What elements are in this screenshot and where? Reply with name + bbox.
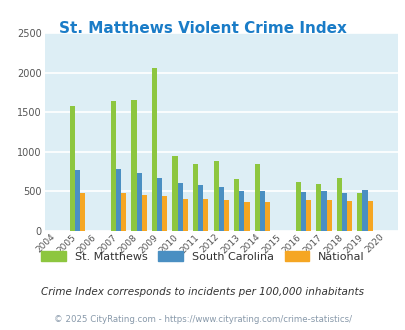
Bar — [131, 100, 136, 231]
Bar — [362, 190, 367, 231]
Bar — [305, 200, 310, 231]
Bar — [198, 185, 203, 231]
Bar — [116, 169, 121, 231]
Bar — [157, 178, 162, 231]
Bar — [336, 178, 341, 231]
Bar — [315, 184, 321, 231]
Bar — [254, 164, 259, 231]
Bar — [192, 164, 198, 231]
Bar — [151, 68, 157, 231]
Text: St. Matthews Violent Crime Index: St. Matthews Violent Crime Index — [59, 21, 346, 36]
Bar — [80, 193, 85, 231]
Bar — [234, 179, 239, 231]
Bar — [177, 183, 182, 231]
Bar — [203, 199, 208, 231]
Bar — [346, 201, 351, 231]
Bar — [223, 200, 228, 231]
Bar — [218, 187, 223, 231]
Bar — [136, 173, 141, 231]
Bar — [244, 202, 249, 231]
Bar — [162, 196, 167, 231]
Bar — [295, 182, 300, 231]
Bar — [239, 191, 244, 231]
Bar — [341, 193, 346, 231]
Bar — [264, 202, 269, 231]
Bar — [321, 191, 326, 231]
Bar — [356, 193, 362, 231]
Legend: St. Matthews, South Carolina, National: St. Matthews, South Carolina, National — [37, 247, 368, 267]
Bar — [111, 101, 116, 231]
Bar — [172, 156, 177, 231]
Bar — [75, 170, 80, 231]
Text: © 2025 CityRating.com - https://www.cityrating.com/crime-statistics/: © 2025 CityRating.com - https://www.city… — [54, 315, 351, 324]
Bar — [300, 192, 305, 231]
Bar — [259, 191, 264, 231]
Bar — [70, 106, 75, 231]
Bar — [121, 193, 126, 231]
Bar — [213, 160, 218, 231]
Bar — [367, 201, 372, 231]
Bar — [326, 200, 331, 231]
Text: Crime Index corresponds to incidents per 100,000 inhabitants: Crime Index corresponds to incidents per… — [41, 287, 364, 297]
Bar — [141, 195, 147, 231]
Bar — [182, 199, 188, 231]
